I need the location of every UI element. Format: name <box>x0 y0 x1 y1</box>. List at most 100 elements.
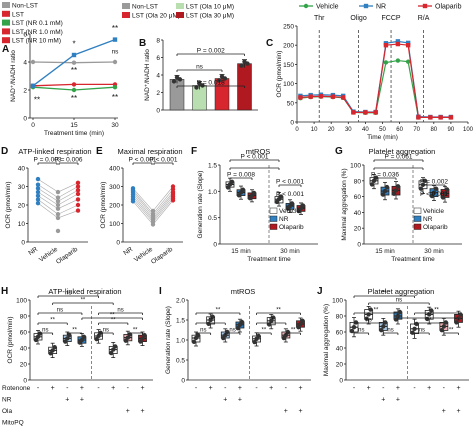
data-point-j <box>393 317 399 322</box>
legend-label-a: LST <box>12 11 24 18</box>
j-b3-annotation: ns <box>387 328 393 334</box>
data-point-c <box>428 115 433 120</box>
axis-e-y-tick-label: 100 <box>109 221 120 228</box>
data-point-i <box>298 321 303 327</box>
g2-annotation: P = 0.036 <box>371 172 399 179</box>
axis-c-y-tick-label: 100 <box>283 81 294 88</box>
data-point-d <box>35 197 41 202</box>
condition-row-label: Ola <box>2 408 13 415</box>
pair-line-d <box>57 204 79 215</box>
pair-line-e <box>132 190 154 215</box>
legend-swatch-a <box>2 28 10 35</box>
legend-swatch-g <box>413 223 422 230</box>
data-point-d <box>75 184 81 189</box>
axis-i-y-tick-label: 1.5 <box>176 318 185 325</box>
axis-g-y-tick-label: 80 <box>354 178 362 185</box>
injection-label-c: R/A <box>418 15 430 22</box>
pair-line-e <box>132 201 154 225</box>
annotation-a: * <box>72 40 75 49</box>
data-point-i <box>285 329 291 335</box>
legend-swatch-f <box>269 215 278 222</box>
data-point-d <box>55 195 61 200</box>
axis-f-y-tick-label: 1.0 <box>208 189 217 196</box>
data-point-g <box>433 186 439 191</box>
data-point-i <box>208 317 213 323</box>
x-tick-label-d: Olaparib <box>55 246 79 266</box>
data-point-d <box>55 212 61 217</box>
panel-label-g: G <box>335 146 343 157</box>
axis-e-y-tick-label: 400 <box>109 166 120 173</box>
d2-annotation: P = 0.006 <box>55 157 83 164</box>
data-point-d <box>55 202 61 208</box>
title-f: mtROS <box>246 147 271 156</box>
data-point-h <box>35 334 41 339</box>
injection-label-c: Oligo <box>350 15 366 22</box>
data-point-b <box>242 59 247 64</box>
axis-g-y-label: Maximal aggregation (%) <box>341 168 348 240</box>
j-b7-annotation: ** <box>449 328 454 334</box>
axis-h-y-tick-label: 20 <box>20 362 28 369</box>
i-b3-annotation: ns <box>229 328 235 334</box>
data-point-i <box>296 325 301 330</box>
b2-annotation: P = 0.018 <box>197 80 225 87</box>
data-point-f <box>240 187 246 192</box>
condition-mark-i: + <box>238 385 242 392</box>
condition-mark-h: + <box>111 385 115 392</box>
data-point-f <box>278 194 284 199</box>
axis-h-y-tick-label: 80 <box>20 314 28 321</box>
data-point-d <box>75 197 81 202</box>
condition-mark-j: + <box>367 385 371 392</box>
x-tick-label-a: 0 <box>31 122 35 129</box>
data-point-g <box>418 186 424 191</box>
data-point-h <box>125 335 131 340</box>
data-point-h <box>142 333 147 338</box>
pair-line-e <box>152 195 174 221</box>
legend-label-c: Olaparib <box>435 4 462 11</box>
axis-c-y-tick-label: 50 <box>287 100 295 107</box>
legend-label-g: Vehicle <box>423 208 444 215</box>
data-point-e <box>130 199 136 204</box>
x-tick-label-c: 0 <box>295 127 299 133</box>
b3-annotation: P = 0.002 <box>197 48 225 55</box>
x-tick-label-e: Olaparib <box>150 246 174 266</box>
axis-a-y-tick-label: 2 <box>23 88 27 95</box>
data-point-j <box>441 324 447 329</box>
i-b7-annotation: ** <box>291 328 296 334</box>
pair-line-d <box>57 193 79 206</box>
data-point-c <box>351 110 356 115</box>
data-point-d <box>75 188 81 193</box>
i-b6-annotation: ** <box>276 308 281 314</box>
legend-swatch-b <box>122 12 130 18</box>
condition-mark-j: + <box>396 385 400 392</box>
condition-mark-i: + <box>238 397 242 404</box>
condition-mark-h: + <box>126 408 130 415</box>
pair-line-d <box>37 191 59 206</box>
axis-h-y-tick-label: 0 <box>23 378 27 385</box>
panel-label-h: H <box>1 286 8 297</box>
axis-c-y-tick-label: 0 <box>290 120 294 127</box>
h-b10-annotation: ** <box>110 313 115 319</box>
title-e: Maximal respiration <box>117 147 182 156</box>
bar-b <box>169 79 185 111</box>
condition-mark-j: - <box>443 385 446 392</box>
legend-swatch-f <box>269 207 278 214</box>
x-tick-label-d: NR <box>27 246 39 257</box>
data-point-d <box>75 208 81 213</box>
legend-swatch-g <box>413 207 422 214</box>
axis-a-y-tick-label: 0 <box>23 116 27 123</box>
axis-b-y-label: NAD⁺/NADH ratio <box>144 49 151 101</box>
data-point-d <box>55 228 61 234</box>
legend-label-f: Vehicle <box>279 208 300 215</box>
legend-marker-c <box>422 3 428 9</box>
data-point-i <box>239 319 245 325</box>
group-label-g: 15 min <box>375 248 395 255</box>
data-point-c <box>330 94 336 99</box>
condition-mark-j: + <box>427 385 431 392</box>
data-point-g <box>442 191 448 196</box>
legend-label-f: Olaparib <box>279 224 304 231</box>
data-point-h <box>79 337 85 343</box>
axis-d-y-tick-label: 40 <box>18 166 26 173</box>
data-point-g <box>422 178 428 183</box>
data-point-i <box>195 333 201 338</box>
